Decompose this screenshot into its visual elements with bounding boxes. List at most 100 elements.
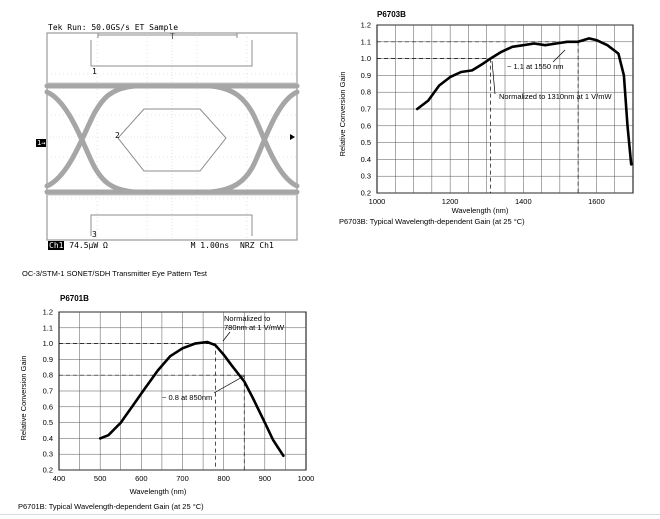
p6701b-caption: P6701B: Typical Wavelength-dependent Gai… (18, 502, 204, 511)
mask-region-2 (117, 108, 227, 172)
annotation-arrow-780 (222, 331, 231, 342)
y-tick-label: 1.1 (43, 323, 53, 332)
annotation-gain-850: ~ 0.8 at 850nm (162, 393, 212, 402)
scope-header: Tek Run: 50.0GS/s ET Sample (48, 23, 179, 32)
mask-label-2: 2 (115, 131, 120, 140)
chart-title: P6703B (377, 10, 406, 19)
data-point (606, 44, 609, 46)
y-tick-label: 1.0 (361, 54, 371, 63)
trigger-marker: T (170, 32, 175, 41)
p6703b-chart: P6703B 0.2 0.3 0.4 0.5 0.6 0.7 0.8 0.9 1.0 1.1 1.2… (338, 10, 634, 215)
data-point (623, 74, 625, 77)
x-tick-label: 900 (259, 474, 272, 483)
data-point (449, 76, 451, 78)
data-point (272, 439, 274, 441)
data-point (438, 84, 440, 87)
y-tick-label: 0.2 (43, 466, 53, 475)
scope-footer-unit: Ω (103, 241, 108, 250)
y-tick-label: 1.2 (43, 308, 53, 317)
data-point (107, 434, 110, 437)
data-point (206, 341, 208, 343)
annotation-arrow-1550 (552, 49, 566, 63)
p6703b-caption: P6703B: Typical Wavelength-dependent Gai… (339, 217, 525, 226)
data-point (169, 355, 171, 358)
data-point (471, 69, 473, 72)
data-point (522, 44, 525, 46)
data-point (544, 44, 547, 46)
y-tick-label: 0.8 (361, 88, 371, 97)
data-point (264, 421, 266, 424)
x-axis-label: Wavelength (nm) (130, 487, 187, 496)
y-tick-label: 1.0 (43, 339, 53, 348)
x-tick-label: 1600 (588, 197, 605, 206)
eye-pattern-display: T 1 2 3 (44, 32, 300, 241)
chart-plot-area: 0.2 0.3 0.4 0.5 0.6 0.7 0.8 0.9 1.0 1.1 1.2 1000 120… (361, 21, 634, 206)
scope-footer-time: M 1.00ns (190, 241, 230, 250)
data-point (251, 396, 254, 399)
y-axis-label: Relative Conversion Gain (338, 71, 347, 156)
data-point (617, 52, 620, 55)
y-tick-label: 0.6 (361, 121, 371, 130)
y-tick-label: 0.7 (43, 387, 53, 396)
scope-top-bracket (97, 33, 238, 38)
data-point (144, 387, 147, 389)
mask-label-3: 3 (92, 230, 97, 239)
annotation-normalized-1310: Normalized to 1310nm at 1 V/mW (499, 92, 612, 101)
data-point (555, 42, 557, 45)
y-tick-label: 0.7 (361, 105, 371, 114)
series-line (98, 340, 285, 458)
data-point (500, 51, 503, 53)
mask-region-1 (90, 40, 253, 67)
x-tick-label: 1000 (298, 474, 315, 483)
page-bottom-rule (0, 514, 660, 515)
annotation-arrow-1310 (491, 60, 496, 95)
y-tick-label: 0.3 (361, 172, 371, 181)
channel-marker: 1→ (36, 139, 47, 147)
x-tick-label: 500 (94, 474, 107, 483)
y-tick-label: 0.9 (43, 355, 53, 364)
y-tick-label: 0.9 (361, 71, 371, 80)
scope-footer-source: Ch1 (259, 241, 274, 250)
annotation-normalized-line1: Normalized to (224, 314, 270, 323)
data-point (588, 37, 590, 40)
data-point (119, 421, 122, 424)
data-point (194, 342, 196, 345)
data-point (460, 71, 462, 73)
y-tick-label: 0.4 (361, 155, 371, 164)
data-point (416, 108, 419, 110)
scope-footer-mode: NRZ (240, 241, 255, 250)
x-tick-label: 1000 (369, 197, 386, 206)
annotation-gain-1550: ~ 1.1 at 1550 nm (507, 62, 564, 71)
data-point (231, 364, 233, 367)
p6701b-chart: P6701B 0.2 0.3 0.4 0.5 0.6 0.7 0.8 0.9 1.0 1.1 1.2… (19, 294, 315, 496)
mask-region-3 (90, 214, 253, 236)
data-point (630, 163, 632, 166)
data-point (511, 46, 514, 48)
y-tick-label: 0.5 (361, 138, 371, 147)
chart-title: P6701B (60, 294, 89, 303)
data-point (157, 369, 159, 372)
data-point (595, 39, 598, 41)
y-tick-label: 0.8 (43, 371, 53, 380)
data-point (99, 437, 101, 440)
data-point (181, 347, 184, 350)
trigger-level-icon (290, 134, 295, 140)
annotation-arrow-850 (213, 375, 245, 394)
chart-plot-area: 0.2 0.3 0.4 0.5 0.6 0.7 0.8 0.9 1.0 1.1 1.2 400 500 6… (43, 308, 315, 484)
data-point (427, 99, 429, 102)
data-point (566, 41, 568, 43)
x-tick-label: 800 (217, 474, 230, 483)
eye-pattern-caption: OC-3/STM-1 SONET/SDH Transmitter Eye Pat… (22, 269, 207, 278)
x-tick-label: 700 (176, 474, 189, 483)
y-tick-label: 0.2 (361, 189, 371, 198)
eye-traces (44, 83, 300, 195)
scope-frame (46, 32, 298, 241)
data-point (577, 41, 579, 43)
y-tick-label: 1.1 (361, 37, 371, 46)
y-tick-label: 0.4 (43, 434, 53, 443)
mask-label-1: 1 (92, 67, 97, 76)
scope-footer-scale: 74.5μW (69, 241, 99, 250)
data-point (282, 454, 285, 457)
data-point (489, 57, 492, 60)
data-point (214, 344, 217, 346)
